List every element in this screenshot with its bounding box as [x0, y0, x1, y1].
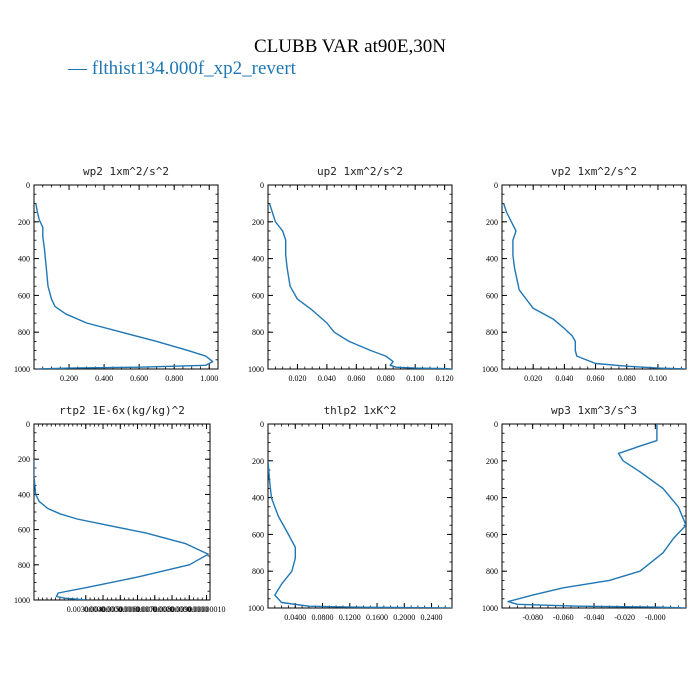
xtick-label-5-4: -0.000: [645, 613, 666, 622]
xtick-label-2-4: 0.100: [649, 374, 667, 383]
ytick-label-4-3: 600: [252, 530, 264, 539]
ytick-label-3-5: 1000: [14, 596, 30, 605]
xtick-label-5-3: -0.020: [614, 613, 635, 622]
xtick-label-1-2: 0.060: [347, 374, 365, 383]
ytick-label-1-1: 200: [252, 218, 264, 227]
plot-title-4: thlp2 1xK^2: [324, 404, 397, 417]
ytick-label-5-0: 0: [494, 420, 498, 429]
ytick-label-2-5: 1000: [482, 365, 498, 374]
ytick-label-5-1: 200: [486, 457, 498, 466]
series-line-1-0: [268, 203, 452, 369]
ytick-label-3-2: 400: [18, 490, 30, 499]
xtick-label-5-2: -0.040: [584, 613, 605, 622]
xtick-label-0-0: 0.200: [60, 374, 78, 383]
ytick-label-3-4: 800: [18, 561, 30, 570]
xtick-label-3-7: 0.00000010: [188, 605, 226, 614]
xtick-label-1-1: 0.040: [318, 374, 336, 383]
xtick-label-1-4: 0.100: [406, 374, 424, 383]
xtick-label-4-0: 0.0400: [284, 613, 306, 622]
ytick-label-4-1: 200: [252, 457, 264, 466]
xtick-label-3-3: 0.00600000: [119, 605, 157, 614]
series-line-3-0: [34, 459, 210, 600]
ytick-label-1-4: 800: [252, 328, 264, 337]
plot-frame-1: [267, 184, 453, 370]
legend-label: flthist134.000f_xp2_revert: [91, 58, 296, 79]
figure-title: CLUBB VAR at90E,30N: [254, 36, 446, 57]
plot-frame-0: [33, 184, 219, 370]
ytick-label-2-0: 0: [494, 181, 498, 190]
plot-title-2: vp2 1xm^2/s^2: [551, 165, 637, 178]
plot-frame-4: [267, 423, 453, 609]
xtick-label-1-0: 0.020: [288, 374, 306, 383]
ytick-label-0-4: 800: [18, 328, 30, 337]
plot-title-1: up2 1xm^2/s^2: [317, 165, 403, 178]
ytick-label-1-0: 0: [260, 181, 264, 190]
xtick-label-2-3: 0.080: [618, 374, 636, 383]
plot-title-5: wp3 1xm^3/s^3: [551, 404, 637, 417]
xtick-label-5-0: -0.080: [522, 613, 543, 622]
xtick-label-4-1: 0.0800: [312, 613, 334, 622]
xtick-label-0-3: 0.800: [165, 374, 183, 383]
xtick-label-5-1: -0.060: [553, 613, 574, 622]
ytick-label-2-3: 600: [486, 291, 498, 300]
series-line-2-0: [502, 203, 686, 369]
ytick-label-2-2: 400: [486, 255, 498, 264]
xtick-label-2-2: 0.060: [587, 374, 605, 383]
ytick-label-5-4: 800: [486, 567, 498, 576]
xtick-label-3-2: 0.00500000: [101, 605, 139, 614]
ytick-label-0-1: 200: [18, 218, 30, 227]
ytick-label-0-5: 1000: [14, 365, 30, 374]
ytick-label-3-0: 0: [26, 420, 30, 429]
ytick-label-4-4: 800: [252, 567, 264, 576]
xtick-label-4-4: 0.2000: [393, 613, 415, 622]
plot-frame-5: [501, 423, 687, 609]
xtick-label-3-0: 0.00300000: [67, 605, 105, 614]
xtick-label-3-5: 0.00800000: [153, 605, 191, 614]
plot-frame-2: [501, 184, 687, 370]
ytick-label-2-4: 800: [486, 328, 498, 337]
series-line-0-0: [35, 203, 214, 369]
ytick-label-3-1: 200: [18, 455, 30, 464]
ytick-label-4-0: 0: [260, 420, 264, 429]
series-line-4-0: [268, 460, 452, 608]
series-line-5-0: [507, 424, 686, 608]
xtick-label-1-3: 0.080: [377, 374, 395, 383]
xtick-label-3-1: 0.00400000: [84, 605, 122, 614]
ytick-label-1-3: 600: [252, 291, 264, 300]
plot-title-3: rtp2 1E-6x(kg/kg)^2: [59, 404, 185, 417]
legend-line-icon: —: [68, 58, 92, 79]
xtick-label-2-1: 0.040: [555, 374, 573, 383]
xtick-label-3-4: 0.00700000: [136, 605, 174, 614]
ytick-label-4-2: 400: [252, 494, 264, 503]
plot-title-0: wp2 1xm^2/s^2: [83, 165, 169, 178]
legend: — flthist134.000f_xp2_revert: [68, 58, 296, 80]
ytick-label-1-5: 1000: [248, 365, 264, 374]
ytick-label-5-2: 400: [486, 494, 498, 503]
xtick-label-2-0: 0.020: [524, 374, 542, 383]
xtick-label-0-4: 1.000: [200, 374, 218, 383]
plot-frame-3: [33, 423, 211, 601]
ytick-label-1-2: 400: [252, 255, 264, 264]
xtick-label-1-5: 0.120: [436, 374, 454, 383]
ytick-label-2-1: 200: [486, 218, 498, 227]
ytick-label-0-3: 600: [18, 291, 30, 300]
xtick-label-4-3: 0.1600: [366, 613, 388, 622]
xtick-label-0-2: 0.600: [130, 374, 148, 383]
ytick-label-5-3: 600: [486, 530, 498, 539]
xtick-label-4-5: 0.2400: [421, 613, 443, 622]
xtick-label-4-2: 0.1200: [339, 613, 361, 622]
ytick-label-0-0: 0: [26, 181, 30, 190]
ytick-label-0-2: 400: [18, 255, 30, 264]
ytick-label-4-5: 1000: [248, 604, 264, 613]
xtick-label-3-6: 0.00900000: [170, 605, 208, 614]
ytick-label-5-5: 1000: [482, 604, 498, 613]
xtick-label-0-1: 0.400: [95, 374, 113, 383]
ytick-label-3-3: 600: [18, 526, 30, 535]
